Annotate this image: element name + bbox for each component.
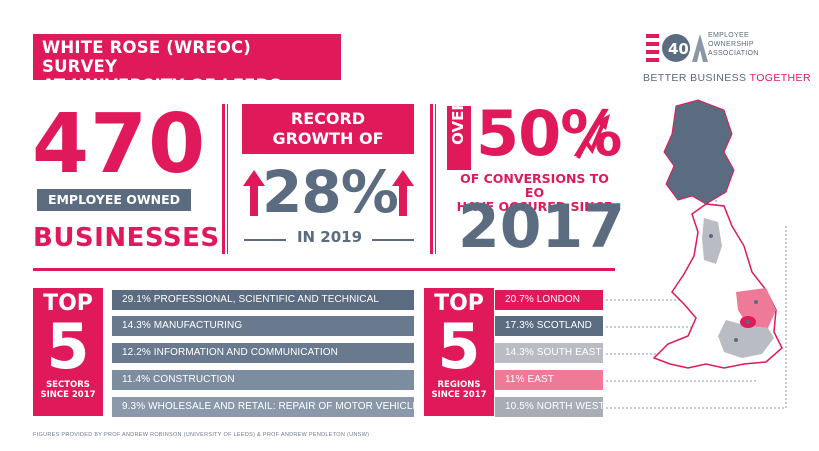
region-pct: 10.5%: [505, 401, 534, 412]
eoa-logo: 40: [646, 34, 708, 62]
sector-bar: 29.1% PROFESSIONAL, SCIENTIFIC AND TECHN…: [112, 290, 414, 310]
region-label: SOUTH EAST: [533, 347, 602, 358]
businesses-label: BUSINESSES: [33, 223, 220, 253]
dash-line: [244, 239, 286, 241]
regions-sub-2: SINCE 2017: [431, 390, 487, 400]
top-label: TOP: [434, 291, 484, 316]
sector-label: PROFESSIONAL, SCIENTIFIC AND TECHNICAL: [150, 294, 380, 305]
conversion-line-2: HAVE OCCURED SINCE: [456, 199, 613, 214]
sectors-sub-1: SECTORS: [46, 380, 90, 390]
growth-year: IN 2019: [296, 228, 363, 246]
region-pct: 17.3%: [505, 320, 534, 331]
region-bar-north-west: 10.5% NORTH WEST: [495, 397, 605, 417]
logo-mark-text: 40: [668, 40, 689, 58]
region-bar-south-east: 14.3% SOUTH EAST: [495, 343, 603, 363]
top-sectors-badge: TOP 5 SECTORS SINCE 2017: [33, 288, 103, 416]
since-year: 2017: [458, 192, 625, 262]
sector-bar: 9.3% WHOLESALE AND RETAIL: REPAIR OF MOT…: [112, 397, 426, 417]
region-bar-london: 20.7% LONDON: [495, 290, 603, 310]
logo-word: ASSOCIATION: [708, 50, 759, 57]
over-badge: OVER: [447, 99, 471, 170]
region-pct: 11%: [505, 374, 525, 385]
sector-bar: 12.2% INFORMATION AND COMMUNICATION: [112, 343, 414, 363]
dash-line: [372, 239, 414, 241]
sector-label: CONSTRUCTION: [150, 374, 235, 385]
survey-title: WHITE ROSE (WREOC) SURVEY AT UNIVERSITY …: [33, 34, 341, 95]
region-label: SCOTLAND: [533, 320, 592, 331]
sector-bar: 14.3% MANUFACTURING: [112, 316, 414, 336]
logo-tagline: BETTER BUSINESS TOGETHER: [643, 72, 811, 84]
top-label: TOP: [43, 291, 93, 316]
divider: [430, 104, 433, 254]
sector-pct: 9.3%: [122, 401, 146, 412]
sector-label: WHOLESALE AND RETAIL: REPAIR OF MOTOR VE…: [145, 401, 427, 412]
growth-heading-line-2: GROWTH OF: [272, 129, 384, 148]
tagline-part-a: BETTER BUSINESS: [643, 72, 750, 84]
top-number: 5: [437, 310, 481, 383]
sectors-sub-2: SINCE 2017: [40, 390, 96, 400]
region-bar-east: 11% EAST: [495, 370, 603, 390]
title-line-1: WHITE ROSE (WREOC) SURVEY: [42, 38, 252, 76]
sector-pct: 29.1%: [122, 294, 151, 305]
sector-label: MANUFACTURING: [150, 320, 243, 331]
footnote: FIGURES PROVIDED BY PROF ANDREW ROBINSON…: [33, 432, 370, 438]
map-dot: [746, 320, 750, 324]
region-bar-scotland: 17.3% SCOTLAND: [495, 316, 603, 336]
tagline-part-b: TOGETHER: [749, 72, 811, 84]
sector-pct: 11.4%: [122, 374, 151, 385]
map-dot: [709, 234, 713, 238]
trend-up-icon: [576, 114, 610, 159]
south-east-region: [718, 320, 774, 358]
region-label: EAST: [524, 374, 554, 385]
divider: [435, 104, 436, 254]
scotland-region: [663, 99, 735, 205]
region-pct: 20.7%: [505, 294, 534, 305]
horizontal-divider: [33, 268, 615, 271]
employee-owned-label: EMPLOYEE OWNED: [37, 189, 191, 211]
logo-word: OWNERSHIP: [708, 41, 754, 48]
region-label: NORTH WEST: [533, 401, 605, 412]
sector-pct: 14.3%: [122, 320, 151, 331]
regions-sub-1: REGIONS: [437, 380, 481, 390]
conversion-text: OF CONVERSIONS TO EO HAVE OCCURED SINCE: [452, 172, 617, 214]
connector-north-west: [606, 226, 787, 409]
conversion-line-1: OF CONVERSIONS TO EO: [460, 171, 609, 200]
north-west-region: [702, 218, 722, 264]
divider: [222, 104, 225, 254]
map-dot: [754, 300, 758, 304]
over-text: OVER: [449, 99, 467, 145]
region-label: LONDON: [533, 294, 581, 305]
growth-value: 28%: [262, 158, 399, 226]
logo-words: EMPLOYEE OWNERSHIP ASSOCIATION: [708, 31, 759, 58]
region-pct: 14.3%: [505, 347, 534, 358]
uk-map: [606, 99, 787, 409]
divider: [227, 104, 228, 254]
employee-owned-count: 470: [32, 97, 207, 192]
up-arrow-icon: [392, 170, 414, 216]
logo-word: EMPLOYEE: [708, 32, 749, 39]
growth-heading: RECORD GROWTH OF: [242, 104, 414, 154]
map-dot: [714, 158, 718, 162]
sector-pct: 12.2%: [122, 347, 151, 358]
sector-label: INFORMATION AND COMMUNICATION: [150, 347, 338, 358]
sector-bar: 11.4% CONSTRUCTION: [112, 370, 414, 390]
up-arrow-icon: [243, 170, 265, 216]
map-dot: [734, 338, 738, 342]
top-number: 5: [46, 310, 90, 383]
title-line-2: AT UNIVERSITY OF LEEDS: [42, 76, 282, 95]
growth-heading-line-1: RECORD: [290, 109, 366, 128]
top-regions-badge: TOP 5 REGIONS SINCE 2017: [424, 288, 494, 416]
